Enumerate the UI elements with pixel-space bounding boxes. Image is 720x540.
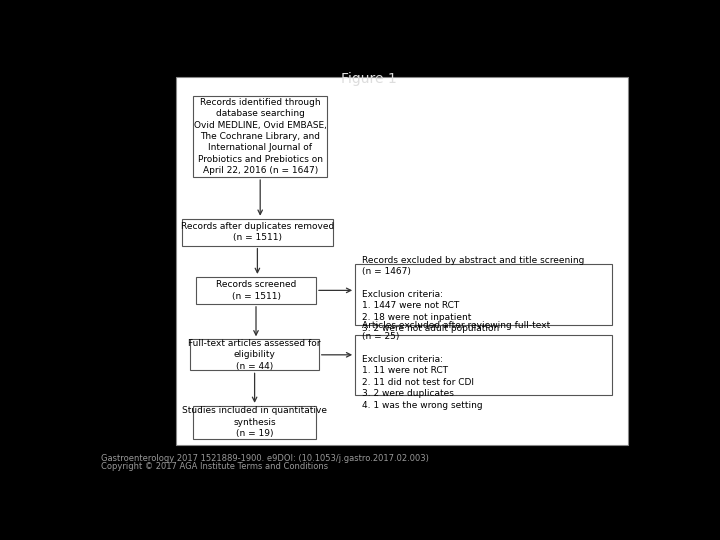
Text: Studies included in quantitative
synthesis
(n = 19): Studies included in quantitative synthes… <box>182 407 327 438</box>
Text: Gastroenterology 2017 1521889-1900. e9DOI: (10.1053/j.gastro.2017.02.003): Gastroenterology 2017 1521889-1900. e9DO… <box>101 454 429 463</box>
Bar <box>196 277 316 304</box>
Bar <box>355 265 612 325</box>
Bar <box>193 96 327 177</box>
Text: Records excluded by abstract and title screening
(n = 1467)

Exclusion criteria:: Records excluded by abstract and title s… <box>361 255 584 333</box>
Text: Figure 1: Figure 1 <box>341 72 397 86</box>
Bar <box>193 406 316 439</box>
Text: Articles excluded after reviewing full-text
(n = 25)

Exclusion criteria:
1. 11 : Articles excluded after reviewing full-t… <box>361 321 550 410</box>
Text: Records identified through
database searching
Ovid MEDLINE, Ovid EMBASE,
The Coc: Records identified through database sear… <box>194 98 327 176</box>
Text: Records after duplicates removed
(n = 1511): Records after duplicates removed (n = 15… <box>181 222 334 242</box>
Bar <box>355 335 612 395</box>
Text: Copyright © 2017 AGA Institute Terms and Conditions: Copyright © 2017 AGA Institute Terms and… <box>101 462 328 471</box>
Bar <box>190 339 319 370</box>
Text: Records screened
(n = 1511): Records screened (n = 1511) <box>216 280 296 301</box>
Text: Full-text articles assessed for
eligibility
(n = 44): Full-text articles assessed for eligibil… <box>189 339 321 371</box>
Bar <box>182 219 333 246</box>
Bar <box>176 77 629 446</box>
